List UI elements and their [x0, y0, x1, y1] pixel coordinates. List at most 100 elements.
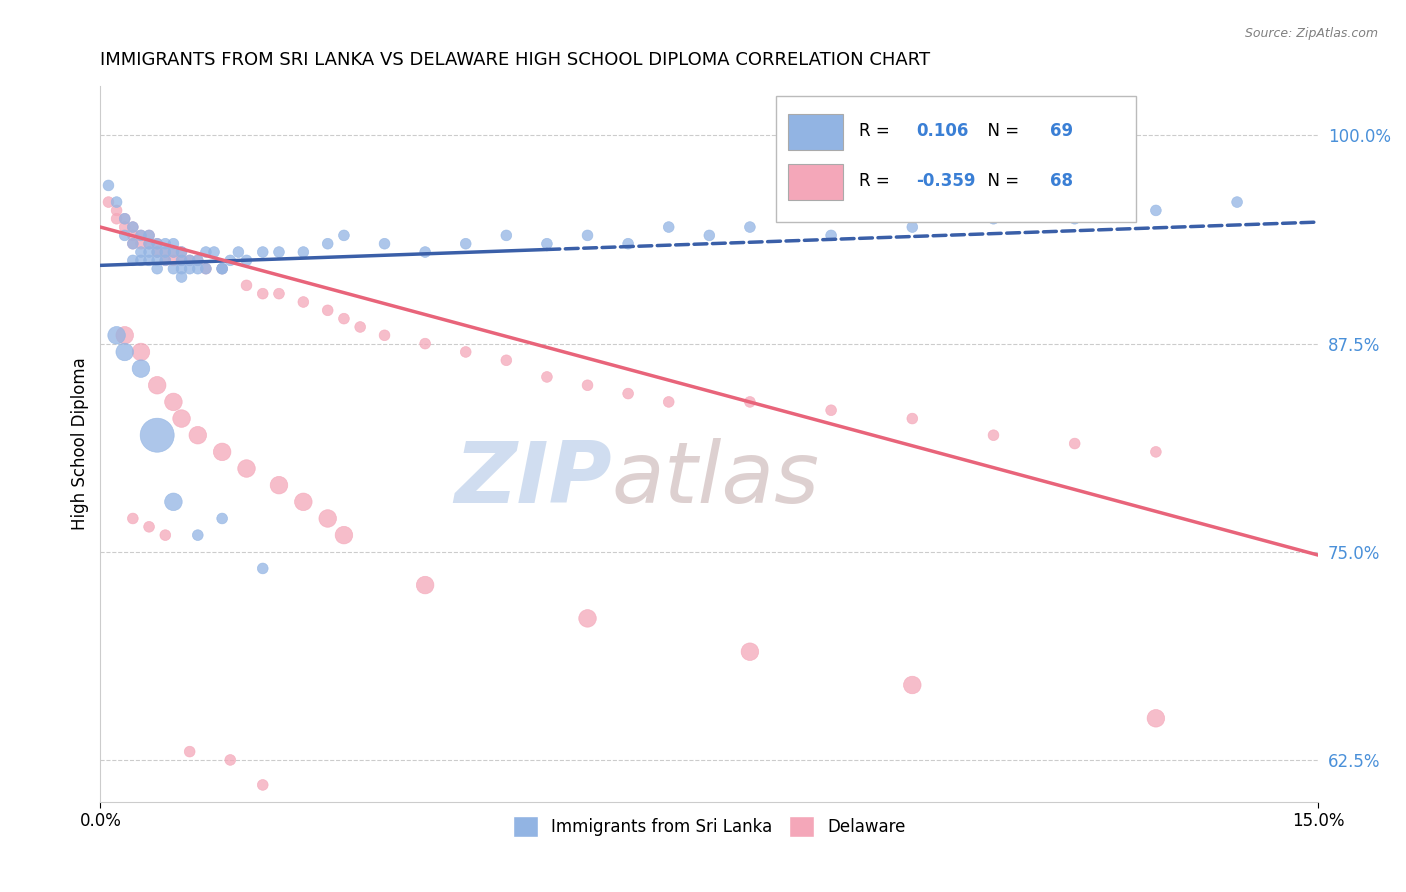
Point: [129, 361, 152, 376]
Point: [316, 303, 339, 318]
Point: [820, 403, 842, 417]
Point: [820, 228, 842, 243]
Point: [129, 253, 152, 268]
Point: [105, 328, 128, 343]
Point: [454, 345, 477, 359]
Point: [121, 511, 143, 525]
Point: [495, 228, 517, 243]
Point: [129, 228, 152, 243]
Point: [373, 328, 395, 343]
Point: [617, 386, 640, 401]
Point: [138, 236, 160, 251]
Point: [162, 261, 184, 276]
Point: [187, 528, 209, 542]
Point: [138, 228, 160, 243]
Text: -0.359: -0.359: [917, 172, 976, 190]
Point: [413, 336, 436, 351]
Point: [170, 253, 193, 268]
Point: [155, 236, 177, 251]
Point: [235, 461, 257, 475]
Point: [170, 253, 193, 268]
Point: [179, 261, 201, 276]
Point: [155, 245, 177, 260]
Point: [97, 195, 120, 210]
Point: [617, 236, 640, 251]
Point: [170, 270, 193, 285]
Point: [105, 195, 128, 210]
Point: [658, 220, 681, 235]
Point: [373, 236, 395, 251]
Point: [219, 753, 242, 767]
Point: [121, 220, 143, 235]
Point: [146, 236, 169, 251]
FancyBboxPatch shape: [789, 114, 844, 150]
Point: [292, 295, 315, 310]
Point: [252, 245, 274, 260]
Point: [194, 261, 217, 276]
Point: [155, 528, 177, 542]
Point: [146, 378, 169, 392]
Point: [413, 578, 436, 592]
Text: 0.106: 0.106: [917, 121, 969, 140]
Point: [697, 228, 720, 243]
Point: [1144, 445, 1167, 459]
Point: [267, 286, 290, 301]
Point: [114, 211, 136, 226]
Point: [219, 253, 242, 268]
Point: [413, 245, 436, 260]
Point: [333, 528, 356, 542]
Point: [179, 253, 201, 268]
Point: [146, 261, 169, 276]
FancyBboxPatch shape: [789, 164, 844, 200]
Point: [333, 228, 356, 243]
Point: [454, 236, 477, 251]
Point: [901, 411, 924, 425]
Point: [235, 253, 257, 268]
Point: [146, 245, 169, 260]
Point: [114, 220, 136, 235]
Point: [738, 645, 761, 659]
Point: [292, 495, 315, 509]
Point: [138, 245, 160, 260]
Point: [105, 203, 128, 218]
Point: [155, 253, 177, 268]
Point: [129, 228, 152, 243]
Point: [495, 353, 517, 368]
Point: [114, 211, 136, 226]
Point: [292, 245, 315, 260]
Point: [576, 378, 599, 392]
Point: [316, 511, 339, 525]
Point: [170, 245, 193, 260]
Text: R =: R =: [859, 172, 896, 190]
Point: [316, 236, 339, 251]
Point: [114, 328, 136, 343]
Point: [228, 245, 250, 260]
Point: [738, 220, 761, 235]
Point: [1226, 195, 1249, 210]
Point: [252, 561, 274, 575]
Point: [211, 261, 233, 276]
Point: [121, 220, 143, 235]
Point: [252, 286, 274, 301]
Point: [138, 228, 160, 243]
Point: [97, 178, 120, 193]
Point: [129, 236, 152, 251]
Text: 68: 68: [1050, 172, 1073, 190]
Point: [1144, 711, 1167, 725]
Text: ZIP: ZIP: [454, 438, 612, 521]
Point: [252, 778, 274, 792]
Point: [333, 311, 356, 326]
Point: [576, 611, 599, 625]
Point: [194, 261, 217, 276]
Text: 69: 69: [1050, 121, 1073, 140]
Point: [138, 520, 160, 534]
Text: IMMIGRANTS FROM SRI LANKA VS DELAWARE HIGH SCHOOL DIPLOMA CORRELATION CHART: IMMIGRANTS FROM SRI LANKA VS DELAWARE HI…: [100, 51, 931, 69]
Point: [536, 236, 558, 251]
Point: [146, 253, 169, 268]
Text: Source: ZipAtlas.com: Source: ZipAtlas.com: [1244, 27, 1378, 40]
Point: [155, 253, 177, 268]
Point: [187, 253, 209, 268]
Point: [129, 345, 152, 359]
Point: [121, 228, 143, 243]
Point: [267, 245, 290, 260]
